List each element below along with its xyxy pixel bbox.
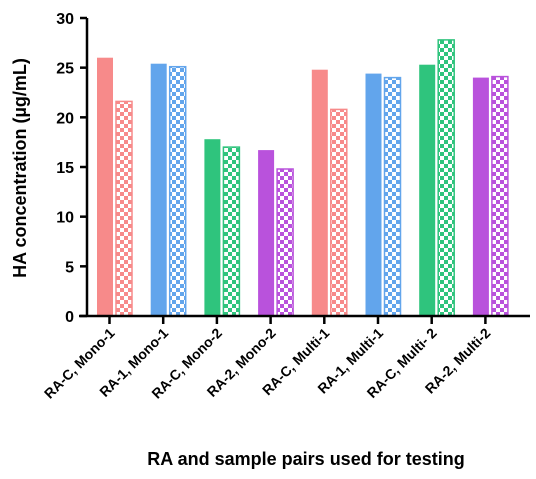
bar-checkered	[168, 65, 187, 317]
y-tick-label: 30	[56, 11, 74, 28]
bar-checkered	[276, 168, 294, 317]
y-ticks: 0 5 10 15 20 25 30	[56, 11, 87, 326]
bar-solid	[311, 69, 328, 316]
axes-group	[79, 18, 530, 318]
bar-checkered	[330, 108, 348, 317]
bar-checkered	[115, 100, 133, 317]
bar-solid	[150, 63, 167, 317]
y-axis-title: HA concentration (µg/mL)	[10, 58, 30, 278]
bar-checkered	[491, 75, 509, 317]
bars-group	[97, 39, 509, 317]
bar-solid	[419, 64, 436, 316]
bar-solid	[204, 139, 221, 316]
y-tick-label: 0	[65, 309, 74, 326]
bar-solid	[365, 73, 382, 316]
bar-solid	[472, 77, 489, 316]
y-tick-label: 15	[56, 160, 74, 177]
x-axis-title: RA and sample pairs used for testing	[147, 449, 464, 469]
bar-checkered	[437, 39, 455, 317]
y-tick-label: 20	[56, 110, 74, 127]
x-ticks: RA-C, Mono-1RA-1, Mono-1RA-C, Mono-2RA-2…	[41, 316, 494, 402]
bar-checkered	[383, 76, 402, 317]
bar-solid	[258, 150, 275, 316]
y-tick-label: 10	[56, 210, 74, 227]
bar-checkered	[222, 146, 241, 317]
bar-solid	[97, 57, 113, 316]
y-tick-label: 5	[65, 259, 74, 276]
y-tick-label: 25	[56, 61, 74, 78]
